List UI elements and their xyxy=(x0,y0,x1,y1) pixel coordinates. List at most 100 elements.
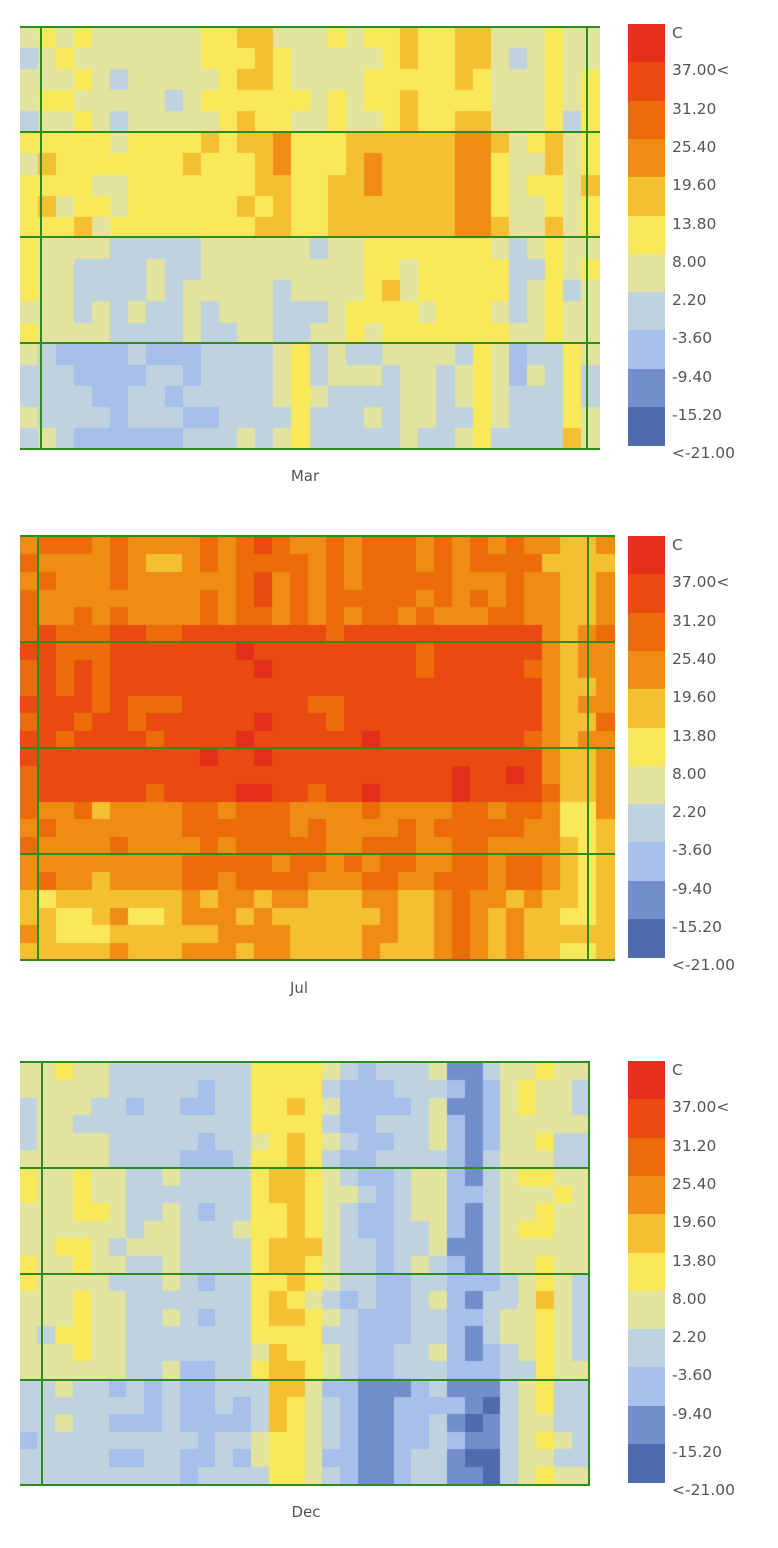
legend-swatch xyxy=(628,1367,665,1407)
legend-swatch xyxy=(628,330,665,370)
heatmap-mar xyxy=(20,27,600,450)
legend-swatch xyxy=(628,842,665,882)
legend-label: 8.00 xyxy=(672,764,707,783)
legend-label: 37.00< xyxy=(672,1098,730,1117)
legend-label: 19.60 xyxy=(672,176,717,195)
legend-label: 8.00 xyxy=(672,252,707,271)
legend-label: -15.20 xyxy=(672,918,722,936)
legend-swatch xyxy=(628,650,665,690)
legend-swatch xyxy=(628,765,665,805)
legend-label: -9.40 xyxy=(672,367,713,386)
grid-line xyxy=(20,1273,590,1275)
legend-label: -9.40 xyxy=(672,1404,713,1423)
legend-swatch xyxy=(628,880,665,920)
legend-label: 31.20 xyxy=(672,611,717,630)
legend-swatch xyxy=(628,253,665,293)
legend-label: -15.20 xyxy=(672,406,722,424)
grid-line xyxy=(41,1061,43,1486)
grid-line xyxy=(586,26,588,450)
legend-swatch xyxy=(628,804,665,844)
grid-line xyxy=(20,236,600,238)
grid-line xyxy=(37,535,39,961)
legend-label: 13.80 xyxy=(672,726,717,745)
legend-swatch xyxy=(628,138,665,178)
grid-line xyxy=(40,26,42,450)
legend-label: -3.60 xyxy=(672,841,713,860)
legend-swatch xyxy=(628,368,665,408)
legend-label: 2.20 xyxy=(672,1328,707,1347)
legend-label: 19.60 xyxy=(672,688,717,707)
legend-label: -15.20 xyxy=(672,1443,722,1461)
grid-line xyxy=(20,641,615,643)
legend: C 37.00< 31.20 25.40 19.60 13.80 8.00 2.20 -3.60… xyxy=(0,536,778,976)
legend-label: -3.60 xyxy=(672,1366,713,1385)
grid-line xyxy=(20,1379,590,1381)
legend-label: <-21.00 xyxy=(672,444,735,463)
legend-swatch xyxy=(628,292,665,332)
legend-label: 25.40 xyxy=(672,137,717,156)
legend-label: -9.40 xyxy=(672,879,713,898)
legend-label: 13.80 xyxy=(672,1251,717,1270)
legend-label: 2.20 xyxy=(672,291,707,310)
legend-label: 19.60 xyxy=(672,1213,717,1232)
legend-swatch xyxy=(628,1099,665,1139)
grid-line xyxy=(20,1484,590,1486)
legend-swatch xyxy=(628,612,665,652)
legend-label: 37.00< xyxy=(672,573,730,592)
legend-swatch xyxy=(628,1137,665,1177)
grid-line xyxy=(20,131,600,133)
grid-line xyxy=(587,535,589,961)
legend-swatch xyxy=(628,1329,665,1369)
heatmap-jul xyxy=(20,537,615,961)
grid-line xyxy=(20,747,615,749)
legend-label: 25.40 xyxy=(672,1174,717,1193)
legend: C 37.00< 31.20 25.40 19.60 13.80 8.00 2.20 -3.60… xyxy=(0,1061,778,1501)
grid-line xyxy=(20,1167,590,1169)
x-axis-label: Dec xyxy=(291,1503,321,1521)
legend-swatch xyxy=(628,100,665,140)
legend-swatch xyxy=(628,689,665,729)
legend-swatch xyxy=(628,1444,665,1483)
legend-swatch xyxy=(628,536,665,575)
grid-line xyxy=(20,1061,590,1063)
legend-swatch xyxy=(628,407,665,446)
legend-swatch xyxy=(628,727,665,767)
legend-label: 31.20 xyxy=(672,1136,717,1155)
legend-label: 13.80 xyxy=(672,214,717,233)
legend-swatch xyxy=(628,574,665,614)
legend-swatch xyxy=(628,919,665,958)
legend-label: 31.20 xyxy=(672,99,717,118)
x-axis-label: Mar xyxy=(290,467,320,485)
grid-line xyxy=(588,1061,590,1486)
legend-swatch xyxy=(628,1405,665,1445)
x-axis-label: Jul xyxy=(289,979,309,997)
legend-swatch xyxy=(628,1061,665,1100)
legend-swatch xyxy=(628,1290,665,1330)
legend-swatch xyxy=(628,1175,665,1215)
legend: C 37.00< 31.20 25.40 19.60 13.80 8.00 2.20 -3.60… xyxy=(0,24,778,464)
legend-label: 8.00 xyxy=(672,1289,707,1308)
grid-line xyxy=(20,342,600,344)
legend-swatch xyxy=(628,62,665,102)
legend-unit-label: C xyxy=(672,1061,683,1079)
legend-unit-label: C xyxy=(672,536,683,554)
legend-label: 37.00< xyxy=(672,61,730,80)
grid-line xyxy=(20,448,600,450)
grid-line xyxy=(20,853,615,855)
legend-label: <-21.00 xyxy=(672,1481,735,1500)
chart-panel-jul: Jul C 37.00< 31.20 25.40 19.60 13.80 8.00 2.20 -… xyxy=(0,535,778,997)
legend-label: -3.60 xyxy=(672,329,713,348)
legend-label: 2.20 xyxy=(672,803,707,822)
grid-line xyxy=(20,535,615,537)
legend-swatch xyxy=(628,24,665,63)
legend-swatch xyxy=(628,1252,665,1292)
grid-line xyxy=(20,959,615,961)
legend-unit-label: C xyxy=(672,24,683,42)
chart-panel-mar: Mar C 37.00< 31.20 25.40 19.60 13.80 8.00 2.20 -… xyxy=(0,0,778,500)
legend-swatch xyxy=(628,177,665,217)
legend-label: 25.40 xyxy=(672,649,717,668)
grid-line xyxy=(20,26,600,28)
legend-swatch xyxy=(628,215,665,255)
legend-swatch xyxy=(628,1214,665,1254)
